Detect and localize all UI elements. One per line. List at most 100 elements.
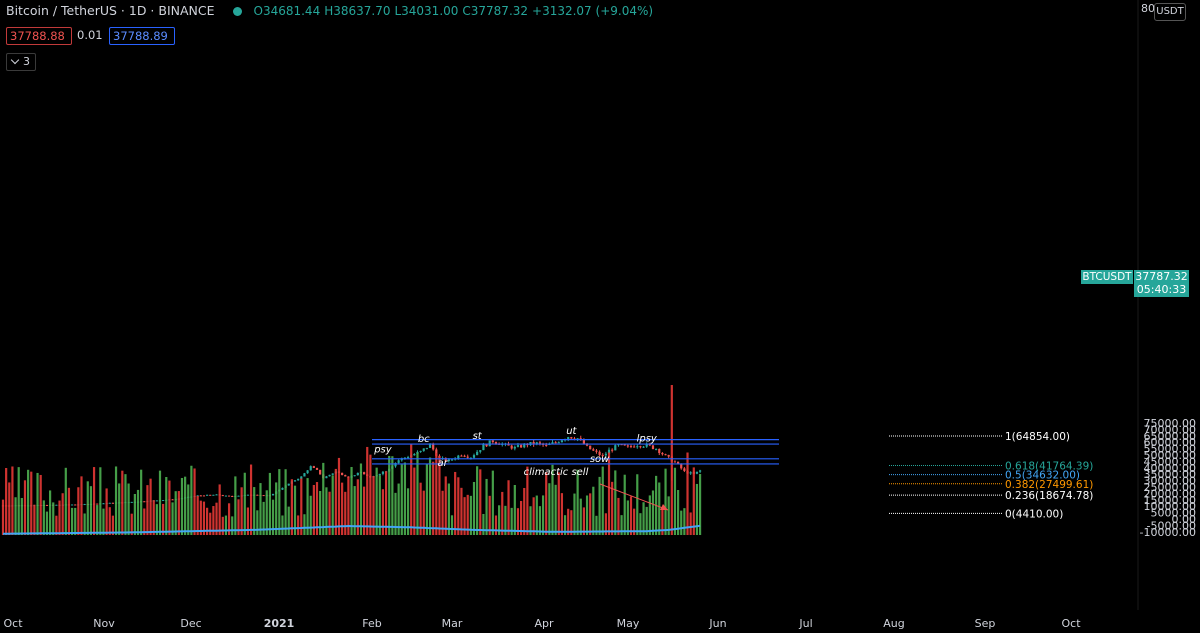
candle-body (96, 503, 99, 505)
volume-bar (673, 467, 677, 536)
volume-bar (193, 468, 196, 536)
volume-bar (611, 481, 614, 536)
volume-bar (168, 480, 171, 536)
candle-body (394, 462, 397, 467)
volume-bar (438, 456, 441, 536)
y-tick-label: -5000.00 (1147, 519, 1196, 532)
x-tick-label: Nov (93, 617, 115, 630)
volume-bar (306, 478, 309, 536)
candle-body (293, 480, 297, 482)
volume-bar (190, 465, 193, 536)
currency-selector[interactable]: USDT (1154, 3, 1186, 21)
volume-bar (61, 493, 64, 536)
volume-bar (589, 493, 592, 536)
volume-bar (645, 506, 648, 536)
volume-bar (573, 493, 576, 536)
volume-bar (293, 485, 297, 536)
candle-body (626, 445, 629, 447)
y-tick-label: 10000.00 (1144, 500, 1197, 513)
volume-bar (17, 467, 20, 536)
candle-body (70, 504, 74, 506)
x-tick-label: Sep (975, 617, 996, 630)
volume-bar (199, 500, 202, 536)
volume-bar (1, 499, 5, 536)
y-tick-label: 55000.00 (1144, 443, 1197, 456)
volume-bar (472, 481, 476, 536)
volume-bar (177, 491, 180, 536)
eye-icon[interactable] (232, 7, 242, 16)
volume-bar (692, 467, 695, 536)
buy-price-button[interactable]: 37788.89 (109, 27, 175, 45)
candle-body (231, 496, 234, 498)
candle-body (224, 495, 228, 497)
candle-body (532, 442, 535, 445)
volume-bar (629, 496, 633, 536)
volume-bar (353, 486, 356, 536)
y-tick-label: 50000.00 (1144, 449, 1197, 462)
y-tick-label: 65000.00 (1144, 430, 1197, 443)
candle-body (309, 466, 312, 471)
fib-level-label: 0(4410.00) (1005, 508, 1063, 520)
candle-body (312, 466, 315, 468)
volume-bar (253, 487, 256, 536)
volume-bar (403, 462, 407, 536)
sell-price-button[interactable]: 37788.88 (6, 27, 72, 45)
volume-bar (55, 515, 58, 536)
candle-body (611, 449, 614, 451)
volume-bar (174, 491, 177, 536)
candle-body (130, 501, 133, 503)
candle-body (617, 444, 620, 446)
candle-body (482, 444, 485, 451)
volume-bar (212, 506, 215, 536)
volume-bar (479, 469, 482, 536)
volume-bar (620, 515, 623, 536)
volume-bar (287, 506, 290, 536)
volume-bar (158, 470, 162, 536)
volume-bar (218, 484, 221, 536)
candle-body (601, 455, 604, 457)
volume-bar (45, 511, 49, 536)
volume-bar (155, 504, 158, 536)
volume-bar (560, 493, 564, 536)
candle-body (623, 444, 626, 446)
volume-bar (545, 472, 548, 536)
volume-bar (513, 484, 516, 536)
volume-bar (636, 474, 639, 536)
volume-bar (105, 488, 108, 536)
volume-bar (491, 470, 494, 536)
candle-body (463, 455, 466, 457)
volume-bar (136, 489, 140, 536)
volume-bar (108, 507, 111, 536)
symbol-title[interactable]: Bitcoin / TetherUS · 1D · BINANCE (6, 3, 215, 18)
candle-body (256, 494, 259, 496)
indicators-toggle[interactable]: 3 (6, 53, 36, 71)
volume-bar (695, 483, 699, 536)
last-price-label: 37787.32 05:40:33 (1134, 270, 1189, 297)
volume-bar (428, 457, 432, 536)
candle-body (466, 456, 469, 458)
candle-body (520, 445, 523, 448)
candle-body (573, 438, 576, 440)
candle-body (344, 475, 347, 477)
volume-bar (607, 452, 611, 536)
candle-body (450, 459, 454, 461)
candle-body (673, 461, 677, 463)
wyckoff-annotation: sow (590, 454, 610, 465)
volume-bar (400, 464, 403, 536)
fib-level-label: 0.382(27499.61) (1005, 479, 1093, 491)
candle-body (607, 449, 611, 454)
volume-bar (482, 513, 485, 536)
volume-bar (149, 478, 152, 536)
candle-body (592, 449, 595, 451)
volume-bar (604, 513, 607, 536)
volume-bar (441, 490, 444, 536)
volume-bar (677, 490, 680, 536)
volume-bar (121, 470, 124, 536)
candle-body (460, 455, 463, 457)
volume-bar (642, 502, 645, 536)
volume-bar (567, 508, 570, 536)
wyckoff-annotation: psy (373, 444, 393, 455)
candle-body (155, 500, 158, 502)
volume-bar (243, 472, 246, 536)
